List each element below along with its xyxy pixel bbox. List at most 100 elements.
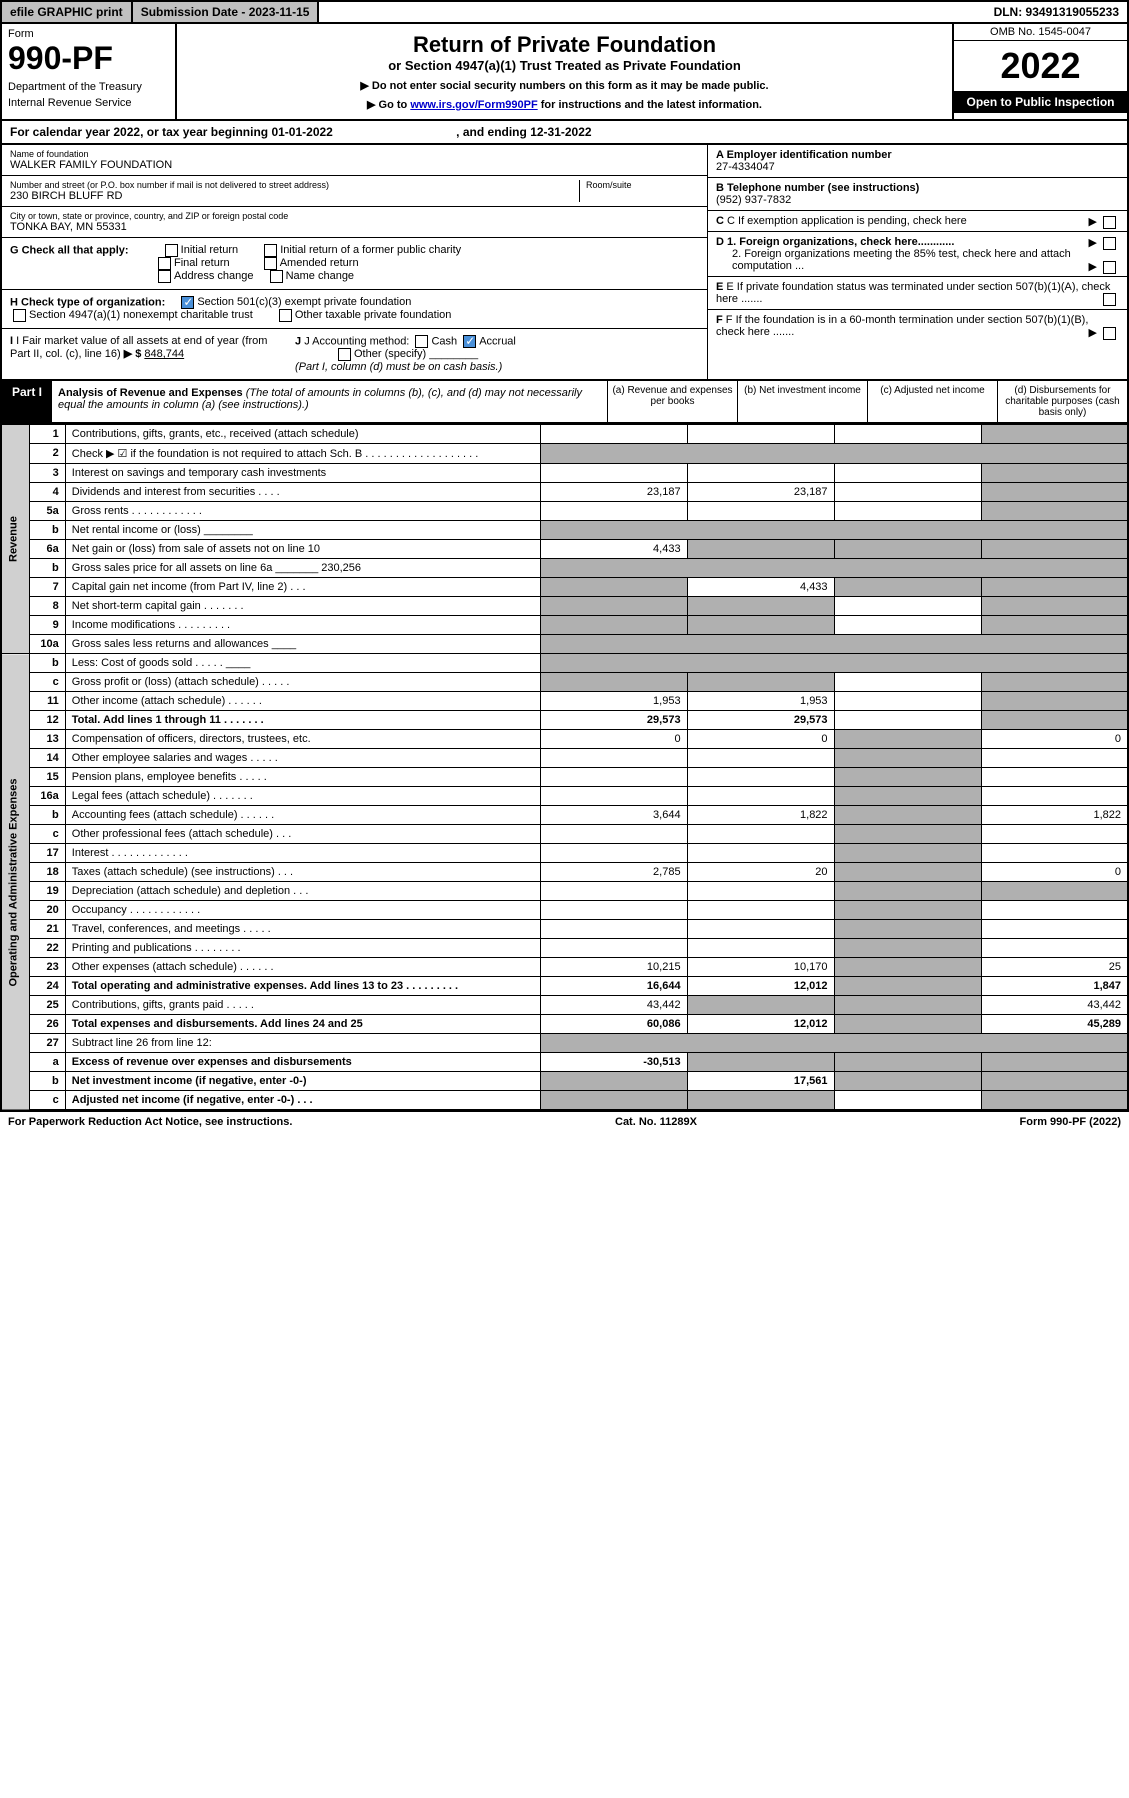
value-cell-a <box>540 578 687 597</box>
checkbox-accrual[interactable] <box>463 335 476 348</box>
row-description: Occupancy . . . . . . . . . . . . <box>65 901 540 920</box>
checkbox-other-taxable[interactable] <box>279 309 292 322</box>
form-id-box: Form 990-PF Department of the Treasury I… <box>2 24 177 119</box>
value-cell-a <box>540 787 687 806</box>
table-row: 11Other income (attach schedule) . . . .… <box>1 692 1128 711</box>
value-cell-c <box>834 920 981 939</box>
value-cell-b: 1,953 <box>687 692 834 711</box>
value-cell-c <box>834 996 981 1015</box>
value-cell-c <box>834 730 981 749</box>
checkbox-d1[interactable] <box>1103 237 1116 250</box>
row-number: 7 <box>30 578 65 597</box>
value-cell-a <box>540 768 687 787</box>
row-description: Dividends and interest from securities .… <box>65 483 540 502</box>
col-b-header: (b) Net investment income <box>737 381 867 422</box>
table-row: Revenue1Contributions, gifts, grants, et… <box>1 425 1128 444</box>
checkbox-final-return[interactable] <box>158 257 171 270</box>
row-number: 9 <box>30 616 65 635</box>
row-description: Depreciation (attach schedule) and deple… <box>65 882 540 901</box>
checkbox-address-change[interactable] <box>158 270 171 283</box>
value-cell-a <box>540 844 687 863</box>
row-number: 2 <box>30 444 65 464</box>
value-cell-d <box>981 749 1128 768</box>
value-cell-d <box>981 616 1128 635</box>
title-main: Return of Private Foundation <box>185 32 944 58</box>
shaded-cells <box>540 444 1128 464</box>
header-bar: efile GRAPHIC print Submission Date - 20… <box>0 0 1129 24</box>
row-number: 18 <box>30 863 65 882</box>
checkbox-name-change[interactable] <box>270 270 283 283</box>
row-description: Total expenses and disbursements. Add li… <box>65 1015 540 1034</box>
shaded-cells <box>540 521 1128 540</box>
value-cell-d <box>981 920 1128 939</box>
table-row: 25Contributions, gifts, grants paid . . … <box>1 996 1128 1015</box>
checkbox-4947[interactable] <box>13 309 26 322</box>
part1-table: Revenue1Contributions, gifts, grants, et… <box>0 424 1129 1111</box>
value-cell-d <box>981 787 1128 806</box>
value-cell-b <box>687 901 834 920</box>
table-row: 12Total. Add lines 1 through 11 . . . . … <box>1 711 1128 730</box>
value-cell-d <box>981 882 1128 901</box>
value-cell-c <box>834 844 981 863</box>
checkbox-other-method[interactable] <box>338 348 351 361</box>
table-row: 14Other employee salaries and wages . . … <box>1 749 1128 768</box>
c-exemption: C C If exemption application is pending,… <box>708 211 1127 232</box>
omb-number: OMB No. 1545-0047 <box>954 24 1127 41</box>
checkbox-cash[interactable] <box>415 335 428 348</box>
value-cell-d <box>981 939 1128 958</box>
table-row: 15Pension plans, employee benefits . . .… <box>1 768 1128 787</box>
value-cell-b: 10,170 <box>687 958 834 977</box>
value-cell-c <box>834 939 981 958</box>
table-row: 23Other expenses (attach schedule) . . .… <box>1 958 1128 977</box>
row-description: Check ▶ ☑ if the foundation is not requi… <box>65 444 540 464</box>
row-description: Other employee salaries and wages . . . … <box>65 749 540 768</box>
row-number: 10a <box>30 635 65 654</box>
table-row: 20Occupancy . . . . . . . . . . . . <box>1 901 1128 920</box>
checkbox-501c3[interactable] <box>181 296 194 309</box>
i-fmv: I I Fair market value of all assets at e… <box>2 329 287 379</box>
row-number: 19 <box>30 882 65 901</box>
checkbox-amended[interactable] <box>264 257 277 270</box>
col-d-header: (d) Disbursements for charitable purpose… <box>997 381 1127 422</box>
checkbox-initial-return[interactable] <box>165 244 178 257</box>
table-row: bNet rental income or (loss) ________ <box>1 521 1128 540</box>
submission-date: Submission Date - 2023-11-15 <box>133 2 320 22</box>
value-cell-a <box>540 1072 687 1091</box>
value-cell-b <box>687 882 834 901</box>
value-cell-b <box>687 844 834 863</box>
entity-section: Name of foundation WALKER FAMILY FOUNDAT… <box>0 145 1129 381</box>
value-cell-c <box>834 540 981 559</box>
value-cell-c <box>834 483 981 502</box>
value-cell-d <box>981 844 1128 863</box>
value-cell-a: 10,215 <box>540 958 687 977</box>
value-cell-a <box>540 425 687 444</box>
row-description: Capital gain net income (from Part IV, l… <box>65 578 540 597</box>
value-cell-d <box>981 1091 1128 1111</box>
j-accounting: J J Accounting method: Cash Accrual Othe… <box>287 329 707 379</box>
table-row: 16aLegal fees (attach schedule) . . . . … <box>1 787 1128 806</box>
table-row: 8Net short-term capital gain . . . . . .… <box>1 597 1128 616</box>
footer-right: Form 990-PF (2022) <box>1020 1116 1121 1128</box>
row-description: Net rental income or (loss) ________ <box>65 521 540 540</box>
row-number: b <box>30 521 65 540</box>
row-description: Other income (attach schedule) . . . . .… <box>65 692 540 711</box>
value-cell-b <box>687 996 834 1015</box>
table-row: 19Depreciation (attach schedule) and dep… <box>1 882 1128 901</box>
checkbox-d2[interactable] <box>1103 261 1116 274</box>
value-cell-c <box>834 977 981 996</box>
value-cell-d: 43,442 <box>981 996 1128 1015</box>
value-cell-a: 1,953 <box>540 692 687 711</box>
row-description: Other expenses (attach schedule) . . . .… <box>65 958 540 977</box>
checkbox-e[interactable] <box>1103 293 1116 306</box>
checkbox-f[interactable] <box>1103 327 1116 340</box>
foundation-name-field: Name of foundation WALKER FAMILY FOUNDAT… <box>2 145 707 176</box>
value-cell-b: 29,573 <box>687 711 834 730</box>
checkbox-initial-former[interactable] <box>264 244 277 257</box>
address-field: Number and street (or P.O. box number if… <box>2 176 707 207</box>
row-description: Legal fees (attach schedule) . . . . . .… <box>65 787 540 806</box>
phone-field: B Telephone number (see instructions) (9… <box>708 178 1127 211</box>
row-description: Net short-term capital gain . . . . . . … <box>65 597 540 616</box>
form-link[interactable]: www.irs.gov/Form990PF <box>410 99 537 111</box>
checkbox-c[interactable] <box>1103 216 1116 229</box>
value-cell-b <box>687 920 834 939</box>
